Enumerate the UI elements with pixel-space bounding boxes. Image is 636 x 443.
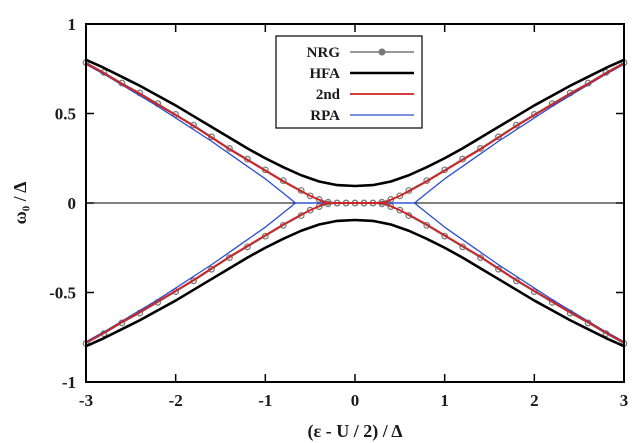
tick-label-layer: -3 -2 -1 0 1 2 3 -1 -0.5 0 0.5 1 bbox=[49, 15, 628, 410]
series-line-hfa bbox=[85, 58, 625, 188]
x-axis-label: (ε - U / 2) / Δ bbox=[308, 421, 403, 442]
legend-entry-rpa: RPA bbox=[310, 108, 414, 124]
x-tick-label: -3 bbox=[79, 391, 93, 410]
series-2nd bbox=[85, 62, 625, 344]
x-tick-label: 2 bbox=[530, 391, 539, 410]
legend-label: HFA bbox=[309, 66, 340, 82]
x-tick-label: 3 bbox=[620, 391, 629, 410]
legend-entry-hfa: HFA bbox=[309, 66, 414, 82]
data-point-nrg bbox=[396, 192, 404, 200]
y-tick-label: -0.5 bbox=[49, 284, 76, 303]
series-line-2nd bbox=[85, 202, 625, 344]
x-tick-label: -2 bbox=[169, 391, 183, 410]
series-layer bbox=[82, 58, 628, 348]
y-tick-label: -1 bbox=[62, 373, 76, 392]
series-line-hfa bbox=[85, 218, 625, 348]
x-tick-label: 0 bbox=[351, 391, 360, 410]
legend-label: RPA bbox=[310, 108, 340, 124]
y-axis-label: ω₀ / Δ bbox=[10, 182, 30, 225]
legend-entry-nrg: NRG bbox=[307, 45, 414, 61]
series-hfa bbox=[85, 58, 625, 348]
legend-entry-2nd: 2nd bbox=[316, 87, 414, 103]
data-point-nrg bbox=[306, 206, 314, 214]
x-tick-label: 1 bbox=[440, 391, 449, 410]
legend-box bbox=[275, 35, 423, 129]
y-tick-label: 1 bbox=[68, 15, 77, 34]
data-point-nrg bbox=[306, 192, 314, 200]
legend-entries: NRG HFA 2nd RPA bbox=[307, 45, 414, 124]
data-point-nrg bbox=[396, 206, 404, 214]
y-tick-label: 0 bbox=[68, 194, 77, 213]
legend-label: 2nd bbox=[316, 87, 341, 103]
legend-label: NRG bbox=[307, 45, 341, 61]
x-tick-label: -1 bbox=[258, 391, 272, 410]
legend-marker bbox=[378, 48, 386, 56]
tick-layer bbox=[85, 23, 625, 383]
y-tick-label: 0.5 bbox=[55, 105, 76, 124]
legend: NRG HFA 2nd RPA bbox=[275, 35, 423, 129]
